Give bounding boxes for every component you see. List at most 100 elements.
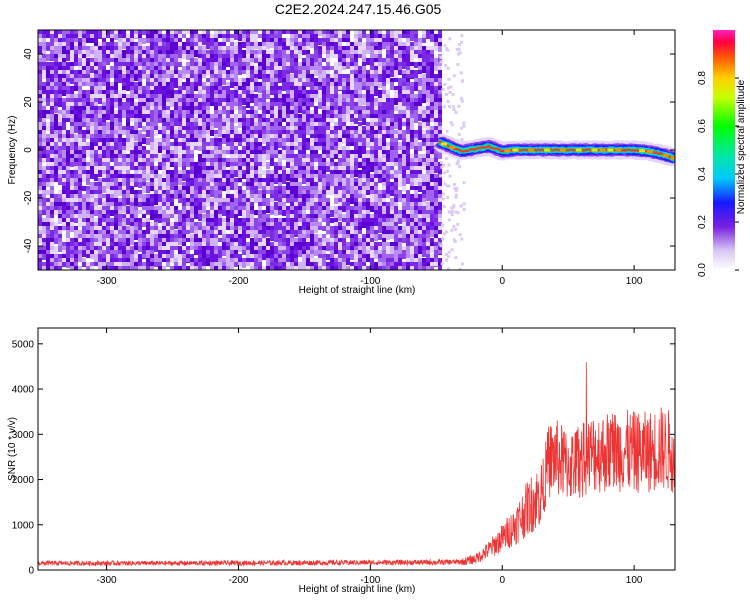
noise-cell	[334, 238, 338, 244]
noise-cell	[178, 74, 182, 79]
noise-cell	[38, 158, 42, 163]
noise-cell	[322, 142, 326, 147]
noise-cell	[390, 30, 394, 34]
noise-cell	[306, 194, 310, 200]
noise-cell	[42, 146, 46, 150]
noise-cell	[118, 106, 122, 113]
noise-cell	[138, 202, 142, 207]
noise-cell	[342, 50, 346, 56]
noise-cell	[54, 246, 58, 251]
noise-cell	[158, 106, 162, 113]
noise-cell	[350, 254, 354, 260]
noise-cell	[130, 198, 134, 204]
noise-cell	[406, 146, 410, 150]
noise-cell	[298, 54, 302, 59]
noise-cell	[74, 142, 78, 146]
noise-cell	[218, 94, 222, 99]
noise-cell	[38, 66, 42, 72]
noise-cell	[398, 198, 402, 202]
noise-cell	[218, 150, 222, 157]
noise-cell	[110, 98, 114, 106]
noise-cell	[158, 214, 162, 221]
noise-cell	[394, 266, 398, 270]
noise-cell	[306, 66, 310, 73]
noise-cell	[138, 38, 142, 42]
noise-cell	[382, 138, 386, 143]
noise-cell	[250, 154, 254, 158]
noise-cell	[222, 134, 226, 139]
noise-cell	[38, 118, 42, 124]
noise-cell	[374, 86, 378, 90]
noise-cell	[306, 206, 310, 210]
noise-cell	[250, 258, 254, 265]
noise-cell	[198, 98, 202, 105]
noise-cell	[74, 50, 78, 54]
noise-cell	[62, 134, 66, 140]
noise-cell	[242, 170, 246, 175]
noise-cell	[378, 102, 382, 109]
noise-cell	[370, 226, 374, 235]
noise-cell	[230, 118, 234, 125]
noise-cell	[170, 62, 174, 66]
noise-cell	[258, 66, 262, 72]
noise-cell	[354, 222, 358, 228]
noise-cell	[386, 130, 390, 137]
noise-cell	[394, 162, 398, 166]
noise-cell	[178, 174, 182, 180]
noise-cell	[262, 158, 266, 167]
noise-cell	[42, 42, 46, 49]
noise-cell	[142, 194, 146, 202]
noise-cell	[138, 218, 142, 225]
noise-cell	[370, 242, 374, 247]
noise-cell	[126, 110, 130, 116]
noise-cell	[370, 54, 374, 61]
noise-cell	[98, 182, 102, 188]
noise-cell	[234, 86, 238, 90]
noise-cell	[262, 194, 266, 198]
noise-cell	[294, 242, 298, 248]
noise-cell	[182, 242, 186, 246]
noise-cell	[118, 46, 122, 51]
noise-cell	[290, 202, 294, 206]
noise-cell	[182, 158, 186, 162]
noise-cell	[290, 186, 294, 194]
noise-cell	[194, 142, 198, 148]
noise-cell	[118, 110, 122, 116]
noise-cell	[374, 74, 378, 79]
noise-cell	[70, 42, 74, 51]
noise-cell	[122, 130, 126, 135]
noise-cell	[282, 30, 286, 34]
noise-cell	[318, 74, 322, 78]
noise-cell	[110, 42, 114, 47]
noise-cell	[302, 238, 306, 244]
noise-cell	[302, 170, 306, 176]
noise-cell	[254, 54, 258, 59]
noise-cell	[230, 214, 234, 220]
noise-cell	[166, 226, 170, 230]
noise-cell	[314, 126, 318, 130]
noise-cell	[42, 30, 46, 37]
noise-cell	[98, 50, 102, 59]
noise-cell	[382, 102, 386, 106]
noise-cell	[342, 94, 346, 100]
noise-cell	[234, 114, 238, 123]
noise-cell	[242, 110, 246, 114]
noise-cell	[98, 210, 102, 217]
noise-cell	[294, 218, 298, 224]
noise-cell	[90, 54, 94, 58]
noise-cell	[358, 202, 362, 206]
noise-cell	[282, 130, 286, 135]
noise-cell	[98, 94, 102, 98]
noise-cell	[206, 238, 210, 244]
noise-cell	[174, 242, 178, 248]
noise-cell	[182, 246, 186, 251]
noise-cell	[110, 194, 114, 201]
noise-cell	[310, 122, 314, 126]
noise-cell	[50, 186, 54, 190]
noise-cell	[262, 78, 266, 84]
noise-cell	[218, 122, 222, 131]
noise-cell	[390, 146, 394, 150]
noise-cell	[346, 226, 350, 230]
noise-cell	[190, 54, 194, 61]
noise-cell	[146, 166, 150, 172]
